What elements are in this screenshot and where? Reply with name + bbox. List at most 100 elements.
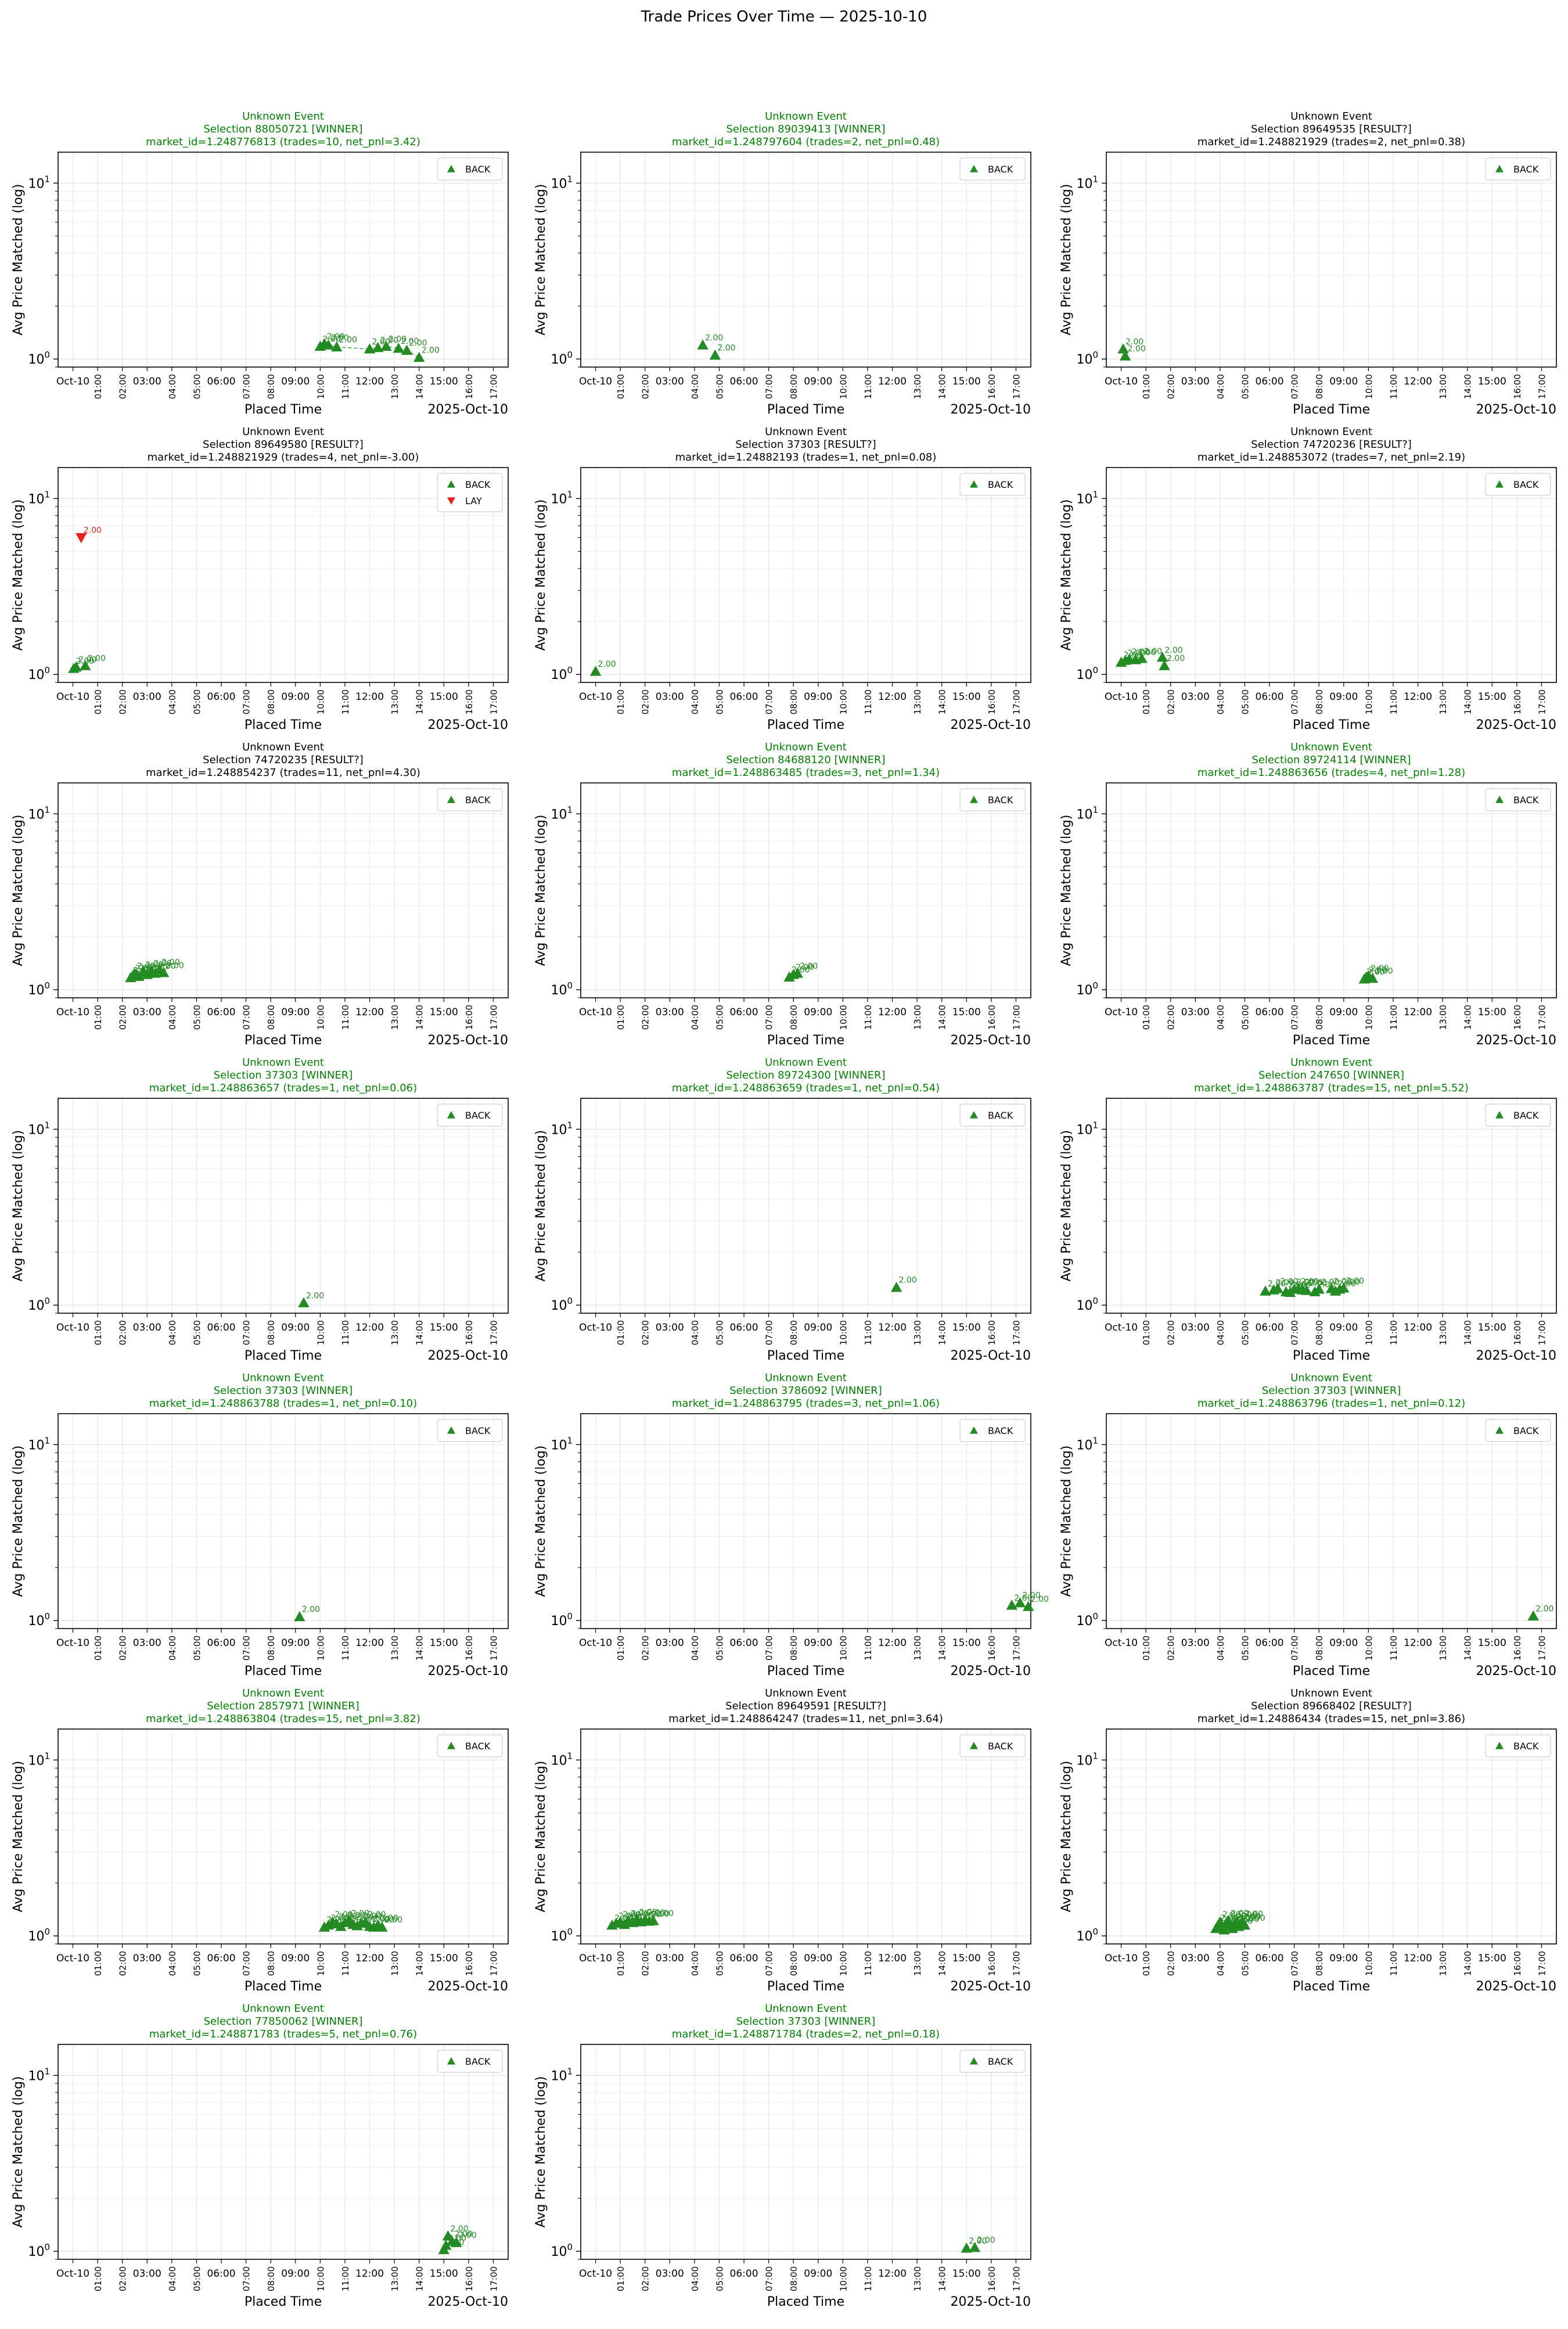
x-tick-label: 09:00 bbox=[281, 1322, 310, 1334]
back-marker bbox=[1366, 972, 1379, 983]
x-tick-label: 06:00 bbox=[1256, 376, 1284, 387]
x-tick-label-rotated: 10:00 bbox=[838, 1636, 848, 1661]
back-marker bbox=[648, 1915, 659, 1925]
x-tick-label-rotated: 14:00 bbox=[937, 1005, 948, 1030]
x-axis-label: Placed Time bbox=[244, 1664, 322, 1679]
x-offset-label: 2025-Oct-10 bbox=[427, 1033, 508, 1048]
x-tick-label-rotated: 17:00 bbox=[1011, 1636, 1022, 1661]
back-marker bbox=[589, 666, 602, 676]
x-tick-label-rotated: 11:00 bbox=[340, 689, 351, 714]
legend-box bbox=[1485, 788, 1551, 811]
subplot-plot: 100 101 Oct-10 03:00 06:00 09:00 12:00 15:00 01:… bbox=[1059, 467, 1557, 732]
legend-label-back: BACK bbox=[465, 479, 491, 490]
axes-frame bbox=[57, 2044, 509, 2260]
x-offset-label: 2025-Oct-10 bbox=[1476, 718, 1556, 732]
x-tick-label: 06:00 bbox=[1256, 1637, 1284, 1649]
x-tick-label: 06:00 bbox=[730, 1637, 758, 1649]
x-tick-label-rotated: 16:00 bbox=[464, 1951, 474, 1976]
back-marker bbox=[697, 339, 709, 350]
x-tick-label-rotated: 10:00 bbox=[838, 374, 848, 399]
x-tick-label-rotated: 11:00 bbox=[1389, 689, 1399, 714]
x-tick-label-rotated: 16:00 bbox=[1512, 374, 1523, 399]
subplot-title-line: Unknown Event bbox=[765, 110, 847, 123]
x-tick-label-rotated: 16:00 bbox=[1512, 1951, 1523, 1976]
back-marker bbox=[1313, 1284, 1325, 1294]
data-label: 2.00 bbox=[1346, 1277, 1364, 1286]
x-tick-label: 12:00 bbox=[878, 1007, 907, 1018]
legend-label-back: BACK bbox=[1513, 164, 1539, 175]
legend-label-back: BACK bbox=[988, 2056, 1013, 2067]
x-tick-label-rotated: 01:00 bbox=[616, 689, 626, 714]
x-tick-label-rotated: 07:00 bbox=[242, 1951, 252, 1976]
x-tick-label-rotated: 14:00 bbox=[1463, 1005, 1473, 1030]
data-label: 2.00 bbox=[322, 335, 340, 344]
x-tick-label: 12:00 bbox=[878, 2268, 907, 2280]
x-tick-label-rotated: 01:00 bbox=[93, 1320, 103, 1345]
x-tick-label-rotated: 17:00 bbox=[1011, 1005, 1022, 1030]
x-tick-label: 15:00 bbox=[1478, 1637, 1506, 1649]
x-tick-label-rotated: 14:00 bbox=[937, 2266, 948, 2291]
x-tick-label: 03:00 bbox=[133, 376, 161, 387]
data-label: 2.00 bbox=[656, 1909, 674, 1918]
y-tick-label: 101 bbox=[1076, 1435, 1098, 1453]
x-tick-label-rotated: 05:00 bbox=[1240, 1320, 1250, 1345]
subplot-plot: 100 101 Oct-10 03:00 06:00 09:00 12:00 15:00 01:… bbox=[11, 2044, 509, 2309]
legend-label-lay: LAY bbox=[465, 495, 482, 506]
data-label: 2.00 bbox=[1268, 1279, 1286, 1289]
data-label: 2.00 bbox=[372, 1915, 390, 1924]
x-tick-label-rotated: 07:00 bbox=[764, 1636, 775, 1661]
x-tick-label-rotated: 08:00 bbox=[266, 1951, 276, 1976]
x-tick-label-rotated: 08:00 bbox=[266, 1636, 276, 1661]
x-tick-label-rotated: 13:00 bbox=[390, 1951, 400, 1976]
x-tick-label-rotated: 14:00 bbox=[937, 1320, 948, 1345]
data-label: 2.00 bbox=[705, 333, 723, 343]
subplot-title-line: market_id=1.248863804 (trades=15, net_pn… bbox=[146, 1713, 420, 1725]
subplot-title: Unknown Event Selection 89724300 [WINNER]… bbox=[581, 1056, 1031, 1095]
legend-marker-lay bbox=[447, 497, 455, 505]
x-tick-label-rotated: 08:00 bbox=[266, 689, 276, 714]
x-tick-label: 15:00 bbox=[430, 1007, 458, 1018]
x-axis-label: Placed Time bbox=[767, 1979, 844, 1994]
subplot-title-line: Selection 89724114 [WINNER] bbox=[1251, 754, 1411, 766]
subplot-title: Unknown Event Selection 74720236 [RESULT?… bbox=[1106, 426, 1556, 464]
x-tick-label-rotated: 10:00 bbox=[315, 2266, 326, 2291]
x-tick-label-rotated: 07:00 bbox=[764, 2266, 775, 2291]
x-tick-label: 12:00 bbox=[1404, 1637, 1432, 1649]
x-tick-label-rotated: 10:00 bbox=[838, 689, 848, 714]
x-tick-label-rotated: 10:00 bbox=[838, 1951, 848, 1976]
x-tick-label-rotated: 05:00 bbox=[192, 2266, 202, 2291]
x-tick-label: 15:00 bbox=[430, 1637, 458, 1649]
data-label: 2.00 bbox=[1231, 1909, 1249, 1918]
subplot-plot: 100 101 Oct-10 03:00 06:00 09:00 12:00 15:00 01:… bbox=[11, 467, 509, 732]
x-tick-label: 09:00 bbox=[281, 376, 310, 387]
y-tick-label: 101 bbox=[28, 2066, 50, 2083]
x-tick-label: 15:00 bbox=[952, 1007, 981, 1018]
y-tick-label: 101 bbox=[551, 174, 573, 191]
legend-marker-back bbox=[447, 2057, 455, 2065]
data-label: 2.00 bbox=[454, 2230, 472, 2239]
x-tick-label-rotated: 07:00 bbox=[1290, 1320, 1300, 1345]
data-label: 2.00 bbox=[157, 962, 175, 971]
x-tick-label-rotated: 16:00 bbox=[987, 2266, 997, 2291]
x-tick-label-rotated: 16:00 bbox=[464, 374, 474, 399]
x-tick-label: 09:00 bbox=[804, 1637, 832, 1649]
x-tick-label-rotated: 16:00 bbox=[1512, 689, 1523, 714]
y-tick-label: 101 bbox=[551, 1751, 573, 1768]
data-label: 2.00 bbox=[1023, 1591, 1041, 1601]
data-label: 2.00 bbox=[409, 339, 427, 348]
x-axis-label: Placed Time bbox=[1293, 1033, 1370, 1048]
x-tick-label-rotated: 13:00 bbox=[1438, 1320, 1448, 1345]
legend-label-back: BACK bbox=[988, 1110, 1013, 1121]
x-axis-label: Placed Time bbox=[244, 1033, 322, 1048]
y-tick-label: 100 bbox=[551, 350, 573, 367]
x-tick-label: 03:00 bbox=[133, 1007, 161, 1018]
subplot-plot: 100 101 Oct-10 03:00 06:00 09:00 12:00 15:00 01:… bbox=[1059, 1728, 1557, 1994]
x-tick-label-rotated: 02:00 bbox=[118, 1636, 128, 1661]
x-axis-label: Placed Time bbox=[1293, 1979, 1370, 1994]
x-offset-label: 2025-Oct-10 bbox=[427, 718, 508, 732]
x-tick-label-rotated: 01:00 bbox=[93, 1005, 103, 1030]
x-tick-label-rotated: 17:00 bbox=[488, 1005, 499, 1030]
axes-frame bbox=[1106, 1728, 1557, 1945]
x-tick-label-rotated: 11:00 bbox=[863, 1951, 873, 1976]
data-label: 2.00 bbox=[1247, 1914, 1265, 1923]
